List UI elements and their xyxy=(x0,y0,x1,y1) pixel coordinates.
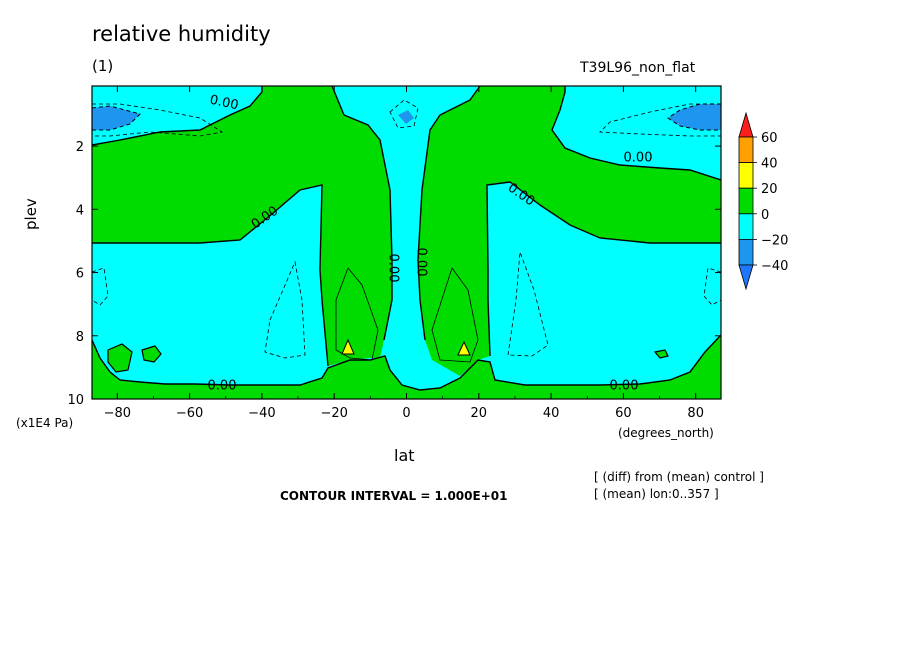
contour-neg10-north-pole xyxy=(599,103,721,137)
contour-neg20-north-pole xyxy=(667,103,721,131)
x-axis: −80 −60 −40 −20 0 20 40 60 80 xyxy=(104,86,704,421)
colorbar-segment-0 xyxy=(738,136,754,164)
fill-0-20-island-3 xyxy=(655,350,668,358)
contour-interval-text: CONTOUR INTERVAL = 1.000E+01 xyxy=(280,489,508,503)
colorbar-segment-4 xyxy=(738,238,754,266)
y-axis: 2 4 6 8 10 xyxy=(67,140,721,408)
colorbar-label-3: 0 xyxy=(761,208,769,223)
colorbar-label-4: −20 xyxy=(761,233,788,248)
y-tick-label-0: 2 xyxy=(76,140,84,155)
x-tick-label-1: −60 xyxy=(176,406,203,421)
x-tick-label-2: −40 xyxy=(248,406,275,421)
y-tick-label-4: 10 xyxy=(67,393,84,408)
contour-fill-layer xyxy=(92,86,721,399)
contour-label-7: 0.00 xyxy=(610,379,639,394)
fill-0-20-north-upper xyxy=(418,86,721,376)
diff-note: [ (diff) from (mean) control ] xyxy=(594,470,764,484)
contour-neg20-south-pole xyxy=(92,105,141,131)
contour-zero-surface xyxy=(92,334,721,391)
x-axis-label: lat xyxy=(394,446,415,465)
contour-label-4: 0.00 xyxy=(414,248,429,277)
contour-label-2: 0.00 xyxy=(208,379,237,394)
contour-neg10-south-pole xyxy=(92,103,224,137)
colorbar-segment-2 xyxy=(738,187,754,215)
x-axis-unit: (degrees_north) xyxy=(618,426,714,440)
colorbar-label-5: −40 xyxy=(761,259,788,274)
fill-neg40-neg20-north-pole xyxy=(668,104,721,130)
contour-label-6: 0.00 xyxy=(624,151,653,166)
contour-pos10-south-column xyxy=(335,267,379,361)
contour-line-layer xyxy=(92,86,721,391)
x-tick-label-8: 80 xyxy=(687,406,704,421)
y-axis-unit: (x1E4 Pa) xyxy=(16,416,74,430)
contour-neg10-south-pole-low xyxy=(92,267,109,306)
colorbar: 60 40 20 0 −20 −40 xyxy=(738,111,788,291)
y-tick-label-3: 8 xyxy=(76,330,84,345)
contour-pos20-south-spot xyxy=(341,338,355,355)
contour-island-3 xyxy=(653,349,669,359)
colorbar-segment-3 xyxy=(738,213,754,240)
contour-neg10-north-subtropics xyxy=(507,251,549,357)
fill-0-20-south-upper xyxy=(92,86,392,366)
colorbar-label-0: 60 xyxy=(761,131,778,146)
colorbar-label-1: 40 xyxy=(761,157,778,172)
contour-label-0: 0.00 xyxy=(208,93,239,114)
fill-20-40-north-spot xyxy=(458,342,470,355)
colorbar-label-2: 20 xyxy=(761,182,778,197)
contour-neg10-south-subtropics xyxy=(264,260,306,359)
fill-0-20-island-2 xyxy=(142,346,161,362)
contour-neg10-equator-top xyxy=(389,99,419,129)
mean-note: [ (mean) lon:0..357 ] xyxy=(594,487,719,501)
colorbar-segment-1 xyxy=(738,162,754,189)
contour-zero-north xyxy=(417,86,721,357)
contour-label-3: 0.00 xyxy=(386,254,401,283)
fill-0-20-surface xyxy=(92,335,721,399)
chart-title: relative humidity xyxy=(92,22,271,46)
x-tick-label-7: 60 xyxy=(615,406,632,421)
chart-subtitle: (1) xyxy=(92,57,114,75)
contour-pos10-north-column xyxy=(431,267,479,363)
fill-0-20-island-1 xyxy=(108,344,132,372)
colorbar-triangle-low xyxy=(738,264,754,291)
fill-20-40-south-spot xyxy=(342,340,354,354)
x-tick-label-3: −20 xyxy=(320,406,347,421)
contour-neg10-north-pole-low xyxy=(703,267,721,306)
run-id: T39L96_non_flat xyxy=(580,60,696,76)
x-tick-label-5: 20 xyxy=(471,406,488,421)
contour-zero-south xyxy=(92,86,393,367)
x-tick-label-4: 0 xyxy=(402,406,410,421)
x-tick-label-6: 40 xyxy=(543,406,560,421)
contour-island-2 xyxy=(141,345,162,363)
x-tick-label-0: −80 xyxy=(104,406,131,421)
colorbar-triangle-high xyxy=(738,111,754,138)
contour-pos20-north-spot xyxy=(457,340,471,356)
y-axis-label: plev xyxy=(22,198,40,230)
fill-neg40-neg20-equator-top xyxy=(398,110,414,124)
fill-neg40-neg20-south-pole xyxy=(92,106,140,130)
y-tick-label-2: 6 xyxy=(76,267,84,282)
contour-island-1 xyxy=(107,343,133,373)
y-tick-label-1: 4 xyxy=(76,203,84,218)
